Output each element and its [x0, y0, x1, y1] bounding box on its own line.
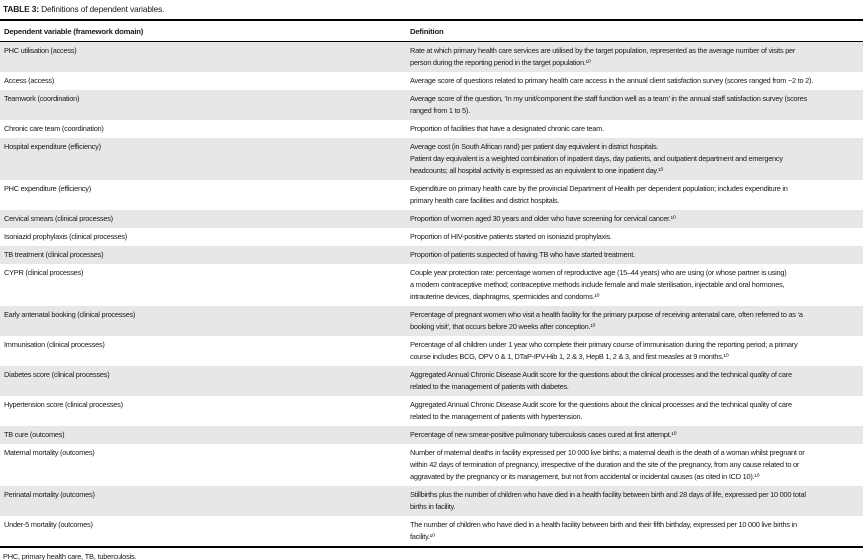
definition-line: Average cost (in South African rand) per…: [410, 142, 659, 151]
variable-cell: Diabetes score (clinical processes): [4, 370, 110, 379]
variable-cell: Chronic care team (coordination): [4, 124, 104, 133]
variable-cell: PHC utilisation (access): [4, 46, 77, 55]
top-rule: [0, 19, 863, 21]
definition-line: within 42 days of termination of pregnan…: [410, 460, 800, 469]
definition-cell: Aggregated Annual Chronic Disease Audit …: [410, 369, 863, 393]
definition-line: Percentage of all children under 1 year …: [410, 340, 798, 349]
definition-line: births in facility.: [410, 502, 456, 511]
definition-cell: Expenditure on primary health care by th…: [410, 183, 863, 207]
definition-line: Average score of questions related to pr…: [410, 76, 814, 85]
variable-cell: Hospital expenditure (efficiency): [4, 142, 101, 151]
table-row-immunisation: Immunisation (clinical processes) Percen…: [0, 336, 863, 366]
variable-cell: TB treatment (clinical processes): [4, 250, 104, 259]
definition-line: Aggregated Annual Chronic Disease Audit …: [410, 370, 792, 379]
variable-cell: Teamwork (coordination): [4, 94, 80, 103]
table-number-label: TABLE 3:: [3, 4, 39, 14]
column-header-variable: Dependent variable (framework domain): [4, 27, 144, 36]
table-row-phc-expenditure: PHC expenditure (efficiency) Expenditure…: [0, 180, 863, 210]
table-row-tb-treatment: TB treatment (clinical processes) Propor…: [0, 246, 863, 264]
definition-cell: Percentage of new smear-positive pulmona…: [410, 429, 863, 441]
table-row-early-antenatal-booking: Early antenatal booking (clinical proces…: [0, 306, 863, 336]
variable-cell: Isoniazid prophylaxis (clinical processe…: [4, 232, 127, 241]
definition-line: Average score of the question, ‘In my un…: [410, 94, 807, 103]
definition-line: Number of maternal deaths in facility ex…: [410, 448, 805, 457]
definition-cell: Proportion of HIV-positive patients star…: [410, 231, 863, 243]
variable-cell: Early antenatal booking (clinical proces…: [4, 310, 136, 319]
definition-cell: Aggregated Annual Chronic Disease Audit …: [410, 399, 863, 423]
table-row-diabetes-score: Diabetes score (clinical processes) Aggr…: [0, 366, 863, 396]
definition-line: Proportion of facilities that have a des…: [410, 124, 604, 133]
table-row-hospital-expenditure: Hospital expenditure (efficiency) Averag…: [0, 138, 863, 180]
table-row-phc-utilisation: PHC utilisation (access) Rate at which p…: [0, 42, 863, 72]
table-row-perinatal-mortality: Perinatal mortality (outcomes) Stillbirt…: [0, 486, 863, 516]
table-title-text: Definitions of dependent variables.: [41, 4, 165, 14]
bottom-rule: [0, 546, 863, 548]
definition-cell: Stillbirths plus the number of children …: [410, 489, 863, 513]
definition-cell: Rate at which primary health care servic…: [410, 45, 863, 69]
definition-cell: Proportion of facilities that have a des…: [410, 123, 863, 135]
definition-line: ranged from 1 to 5).: [410, 106, 470, 115]
definition-cell: Proportion of patients suspected of havi…: [410, 249, 863, 261]
table-row-chronic-care-team: Chronic care team (coordination) Proport…: [0, 120, 863, 138]
definition-line: primary health care facilities and distr…: [410, 196, 560, 205]
definition-line: headcounts; all hospital activity is exp…: [410, 166, 664, 175]
definition-line: Proportion of women aged 30 years and ol…: [410, 214, 676, 223]
table-header-row: Dependent variable (framework domain) De…: [0, 21, 863, 41]
definition-cell: Percentage of pregnant women who visit a…: [410, 309, 863, 333]
definition-line: course includes BCG, OPV 0 & 1, DTaP-IPV…: [410, 352, 729, 361]
definition-cell: Proportion of women aged 30 years and ol…: [410, 213, 863, 225]
table-row-cypr: CYPR (clinical processes) Couple year pr…: [0, 264, 863, 306]
header-rule: [0, 41, 863, 42]
table-row-cervical-smears: Cervical smears (clinical processes) Pro…: [0, 210, 863, 228]
definition-cell: Average score of questions related to pr…: [410, 75, 863, 87]
definition-line: facility.¹⁰: [410, 532, 435, 541]
definition-cell: Number of maternal deaths in facility ex…: [410, 447, 863, 483]
variable-cell: Immunisation (clinical processes): [4, 340, 105, 349]
variable-cell: Perinatal mortality (outcomes): [4, 490, 95, 499]
table-row-tb-cure: TB cure (outcomes) Percentage of new sme…: [0, 426, 863, 444]
table-row-access: Access (access) Average score of questio…: [0, 72, 863, 90]
definition-line: person during the reporting period in th…: [410, 58, 591, 67]
definition-line: Rate at which primary health care servic…: [410, 46, 796, 55]
table-title: TABLE 3: Definitions of dependent variab…: [0, 2, 863, 19]
definition-line: Proportion of HIV-positive patients star…: [410, 232, 612, 241]
table-row-isoniazid-prophylaxis: Isoniazid prophylaxis (clinical processe…: [0, 228, 863, 246]
variable-cell: Cervical smears (clinical processes): [4, 214, 113, 223]
table-row-under5-mortality: Under-5 mortality (outcomes) The number …: [0, 516, 863, 546]
definition-line: The number of children who have died in …: [410, 520, 797, 529]
definition-line: Aggregated Annual Chronic Disease Audit …: [410, 400, 792, 409]
definition-line: Stillbirths plus the number of children …: [410, 490, 806, 499]
column-header-definition: Definition: [410, 27, 444, 36]
definition-line: related to the management of patients wi…: [410, 382, 569, 391]
table-row-maternal-mortality: Maternal mortality (outcomes) Number of …: [0, 444, 863, 486]
definition-cell: Couple year protection rate: percentage …: [410, 267, 863, 303]
definition-line: Expenditure on primary health care by th…: [410, 184, 788, 193]
variable-cell: Hypertension score (clinical processes): [4, 400, 123, 409]
variable-cell: Under-5 mortality (outcomes): [4, 520, 93, 529]
definition-cell: Average cost (in South African rand) per…: [410, 141, 863, 177]
table-footnote: PHC, primary health care, TB, tuberculos…: [3, 552, 137, 560]
table-row-teamwork: Teamwork (coordination) Average score of…: [0, 90, 863, 120]
definition-line: aggravated by the pregnancy or its manag…: [410, 472, 760, 481]
variable-cell: TB cure (outcomes): [4, 430, 65, 439]
variable-cell: CYPR (clinical processes): [4, 268, 84, 277]
definition-cell: Average score of the question, ‘In my un…: [410, 93, 863, 117]
variable-cell: Maternal mortality (outcomes): [4, 448, 95, 457]
definition-cell: Percentage of all children under 1 year …: [410, 339, 863, 363]
definition-cell: The number of children who have died in …: [410, 519, 863, 543]
definition-line: Couple year protection rate: percentage …: [410, 268, 787, 277]
definition-line: intrauterine devices, diaphragms, spermi…: [410, 292, 600, 301]
definition-line: Patient day equivalent is a weighted com…: [410, 154, 783, 163]
definition-line: Proportion of patients suspected of havi…: [410, 250, 635, 259]
definition-line: related to the management of patients wi…: [410, 412, 583, 421]
variable-cell: Access (access): [4, 76, 55, 85]
definition-line: booking visit’, that occurs before 20 we…: [410, 322, 596, 331]
table-row-hypertension-score: Hypertension score (clinical processes) …: [0, 396, 863, 426]
definition-line: a modern contraceptive method; contracep…: [410, 280, 785, 289]
definition-line: Percentage of pregnant women who visit a…: [410, 310, 803, 319]
definition-line: Percentage of new smear-positive pulmona…: [410, 430, 677, 439]
variable-cell: PHC expenditure (efficiency): [4, 184, 91, 193]
